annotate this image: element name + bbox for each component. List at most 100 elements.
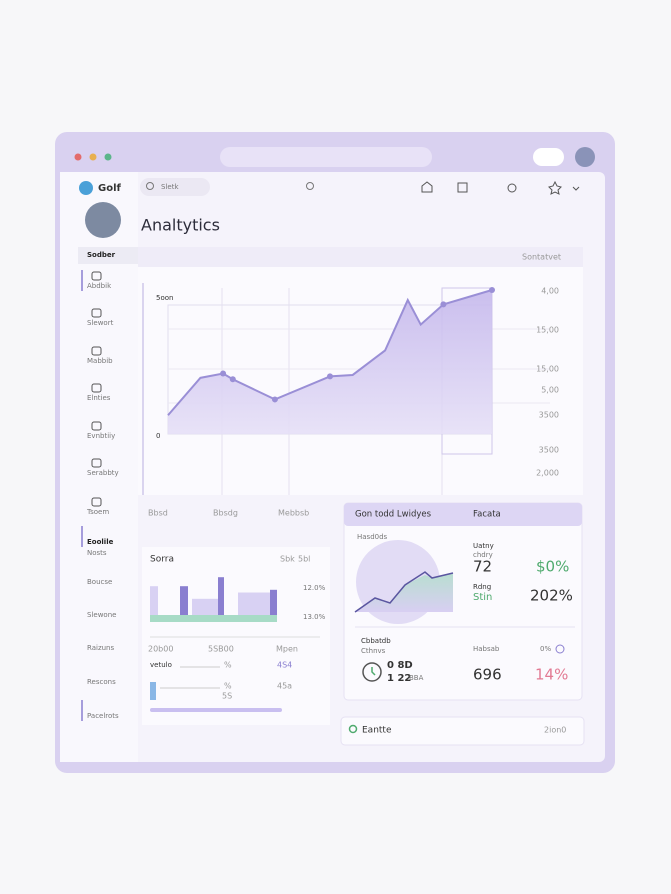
sidebar-item: Sodber	[87, 251, 116, 259]
window-button[interactable]	[533, 148, 564, 166]
sidebar-item: Boucse	[87, 578, 112, 586]
mini-area	[355, 573, 453, 612]
sidebar-item: Serabbty	[87, 469, 119, 477]
metric-label: Uatny	[473, 542, 494, 550]
bar	[238, 592, 270, 615]
sales-bars	[150, 577, 277, 615]
clock-value: 0 8D	[387, 660, 413, 671]
search-text: Sletk	[161, 183, 179, 191]
x-label: Mebbsb	[278, 509, 309, 518]
panel-title: Sorra	[150, 555, 174, 565]
filter[interactable]: Sbk	[280, 555, 295, 564]
point	[271, 396, 278, 403]
dropdown[interactable]: Sontatvet	[522, 253, 561, 262]
metric-label: Rdng	[473, 583, 491, 591]
x-label: Bbsd	[148, 509, 168, 518]
sidebar-icon	[91, 346, 102, 356]
sidebar-item: Raizuns	[87, 644, 114, 652]
mini-line	[354, 571, 454, 613]
sidebar-item: Elnties	[87, 394, 111, 402]
sidebar-icon	[91, 383, 102, 393]
sidebar-icon	[91, 458, 102, 468]
status-icon	[348, 724, 358, 734]
bar	[270, 589, 277, 615]
point	[327, 373, 333, 380]
y-label: 15,00	[536, 326, 559, 335]
dot	[89, 153, 97, 161]
metric-value: 72	[473, 558, 492, 576]
sidebar-item: Abdbik	[87, 282, 112, 290]
row-label: vetulo	[150, 661, 172, 669]
bar	[150, 586, 158, 615]
bar	[192, 598, 218, 615]
footer-panel	[340, 716, 585, 746]
point	[440, 301, 447, 308]
sidebar-icon	[91, 421, 102, 431]
sidebar-item: Rescons	[87, 678, 116, 686]
search-icon	[306, 182, 314, 190]
x-label: Mpen	[276, 645, 298, 654]
subtitle: Hasd0ds	[357, 533, 388, 541]
dot	[74, 153, 82, 161]
x-label: 20b00	[148, 645, 173, 654]
sidebar-item: Slewone	[87, 611, 116, 619]
tag-icon	[555, 644, 565, 654]
metric-value: 696	[473, 666, 502, 684]
point	[220, 370, 227, 377]
sidebar-icon	[91, 497, 102, 507]
sales-panel	[142, 547, 330, 725]
search-box[interactable]	[140, 178, 210, 196]
clock-value: 1 22	[387, 673, 411, 684]
clock-hand	[371, 667, 376, 676]
x-label: Bbsdg	[213, 509, 238, 518]
profile-photo	[85, 202, 121, 238]
sidebar-icon	[91, 308, 102, 318]
y-label: 5oon	[156, 294, 173, 302]
chart-header	[138, 247, 583, 267]
logo: Golf	[98, 183, 122, 194]
metric-change: 14%	[535, 666, 568, 684]
baseline-bar	[150, 615, 277, 622]
y-label: 3500	[539, 411, 559, 420]
bar	[218, 577, 224, 615]
label: 12.0%	[303, 584, 326, 592]
metric-change: $0%	[536, 558, 569, 576]
y-label: 5,00	[541, 386, 559, 395]
row-value: 45a	[277, 682, 292, 691]
point	[229, 376, 236, 383]
search-icon	[146, 182, 154, 190]
clock-sub: Cthnvs	[361, 647, 386, 655]
line	[167, 289, 493, 416]
address-bar[interactable]	[220, 147, 432, 167]
dot	[104, 153, 112, 161]
metric-value: 202%	[530, 587, 573, 605]
y-label: 3500	[539, 446, 559, 455]
area	[168, 290, 492, 434]
metric-tag: 0%	[540, 645, 551, 653]
sidebar-item: Tsoem	[86, 508, 109, 516]
y-label: 0	[156, 432, 160, 440]
dropdown[interactable]: 2ion0	[544, 726, 566, 735]
metric-label: Habsab	[473, 645, 500, 653]
main-chart: 5oon 0 4,00 15,00 15,00 5,00 3500 3500 2,000 Bbsd…	[148, 287, 559, 518]
bar	[180, 586, 188, 615]
row-value: %	[224, 682, 232, 691]
label: 13.0%	[303, 613, 326, 621]
sidebar-item: Slewort	[87, 319, 114, 327]
sidebar-item: Eoolile	[87, 538, 114, 546]
sidebar-item: Pacelrots	[87, 712, 119, 720]
metric-sub: chdry	[473, 551, 493, 559]
avatar[interactable]	[575, 147, 595, 167]
sidebar-icon	[91, 271, 102, 281]
clock-unit: BBA	[409, 674, 424, 682]
logo-icon	[79, 181, 93, 195]
toolbar-icons[interactable]	[421, 180, 580, 195]
dropdown[interactable]: 5bl	[298, 555, 310, 564]
point	[489, 287, 495, 293]
x-label: 5SB00	[208, 645, 234, 654]
sidebar-item: Nosts	[87, 549, 107, 557]
page-title: Analtytics	[141, 216, 220, 235]
sidebar-selected[interactable]	[78, 247, 138, 264]
